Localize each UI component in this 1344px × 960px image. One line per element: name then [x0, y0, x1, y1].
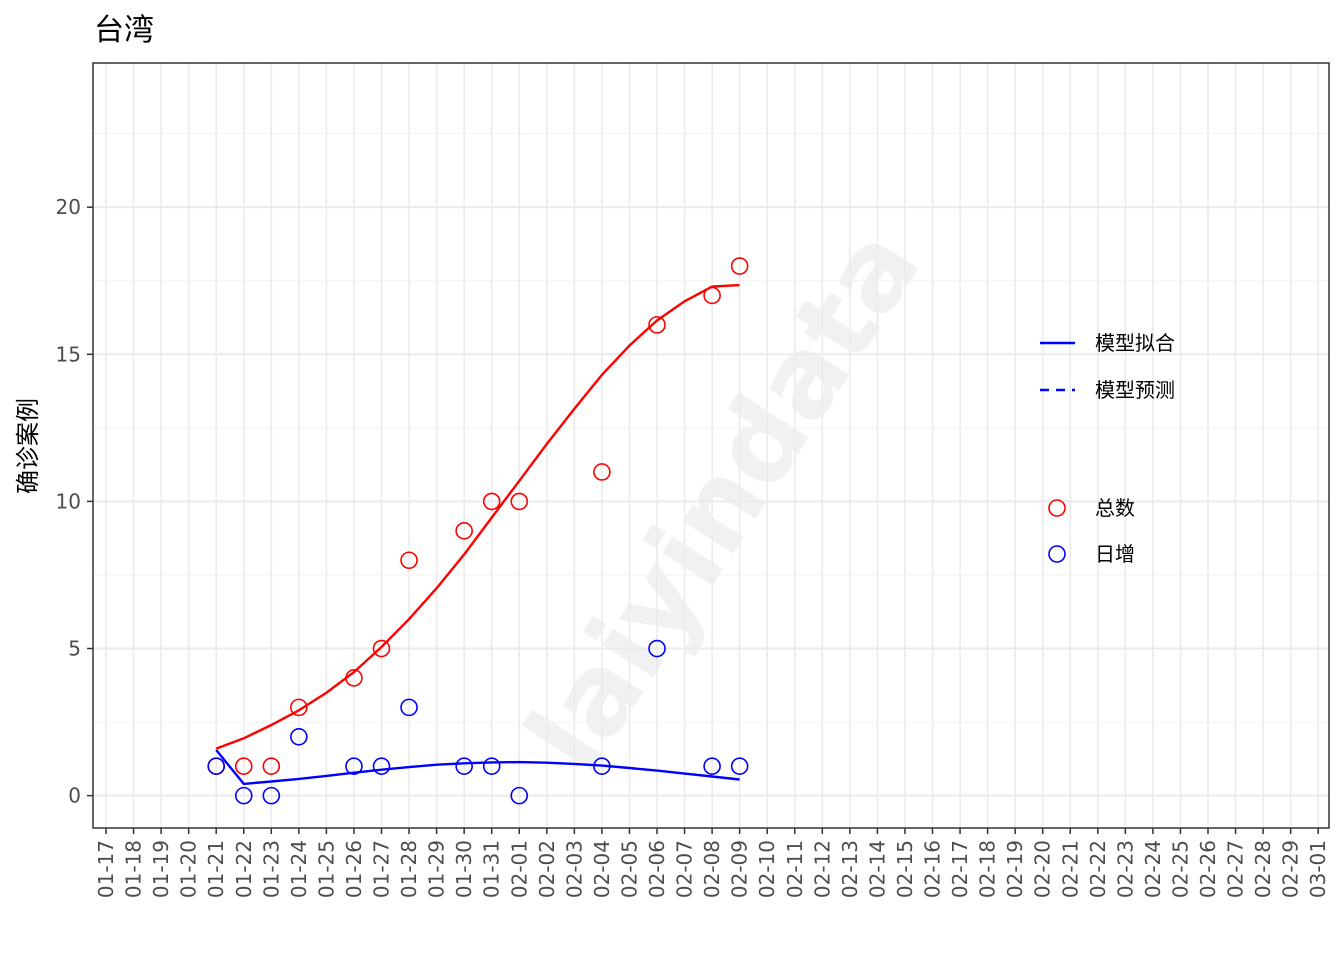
legend-point-key — [1048, 499, 1066, 517]
legend-label: 模型预测 — [1095, 378, 1175, 402]
daily-point — [400, 698, 418, 717]
daily-point — [262, 786, 281, 805]
daily-point — [372, 757, 391, 776]
daily-point — [207, 757, 225, 776]
x-tick-label: 01-30 — [452, 840, 476, 898]
total-point — [372, 639, 391, 658]
x-tick-label: 01-27 — [370, 840, 394, 898]
daily-point — [234, 786, 253, 805]
x-tick-label: 01-22 — [232, 840, 256, 898]
x-tick-label: 01-26 — [342, 840, 366, 898]
daily-point — [593, 757, 611, 776]
legend-label: 日增 — [1095, 542, 1135, 566]
y-axis-title: 确诊案例 — [14, 398, 42, 494]
x-tick-label: 02-13 — [838, 840, 862, 898]
total-point — [648, 316, 666, 334]
daily-point — [455, 757, 473, 776]
x-tick-label: 02-17 — [948, 840, 972, 898]
x-tick-label: 02-11 — [783, 840, 807, 898]
x-tick-label: 01-23 — [259, 840, 283, 898]
x-tick-label: 01-21 — [204, 840, 228, 898]
grid — [93, 63, 1329, 828]
total-point — [730, 257, 749, 275]
x-tick-label: 02-21 — [1058, 840, 1082, 898]
x-tick-label: 02-07 — [673, 840, 697, 898]
series-layer — [207, 257, 749, 805]
x-tick-label: 01-19 — [149, 840, 173, 898]
total-point — [482, 492, 501, 511]
x-tick-label: 02-02 — [535, 840, 559, 898]
x-tick-label: 01-20 — [177, 840, 201, 898]
y-tick-label: 0 — [68, 784, 81, 808]
daily-point — [345, 757, 363, 776]
daily-point — [482, 757, 501, 776]
x-tick-label: 01-28 — [397, 840, 421, 898]
total-point — [262, 757, 281, 776]
x-tick-label: 02-09 — [728, 840, 752, 898]
x-axis: 01-17 01-18 01-19 01-20 01-21 01-22 01-23 01-24… — [94, 828, 1330, 898]
y-tick-label: 20 — [56, 195, 81, 219]
legend-point-key — [1048, 545, 1066, 563]
x-tick-label: 02-20 — [1031, 840, 1055, 898]
x-tick-label: 01-18 — [122, 840, 146, 898]
total-point — [703, 286, 721, 305]
x-tick-label: 03-01 — [1306, 840, 1330, 898]
x-tick-label: 02-15 — [893, 840, 917, 898]
x-tick-label: 02-22 — [1086, 840, 1110, 898]
total-point — [593, 463, 611, 481]
x-tick-label: 02-27 — [1224, 840, 1248, 898]
total-point — [455, 522, 473, 540]
legend-label: 总数 — [1095, 496, 1135, 520]
x-tick-label: 02-26 — [1196, 840, 1220, 898]
x-tick-label: 02-08 — [700, 840, 724, 898]
x-tick-label: 02-01 — [507, 840, 531, 898]
x-tick-label: 01-31 — [480, 840, 504, 898]
x-tick-label: 02-18 — [976, 840, 1000, 898]
daily-point — [290, 727, 308, 746]
x-tick-label: 02-12 — [810, 840, 834, 898]
x-tick-label: 02-14 — [865, 840, 889, 898]
y-tick-label: 10 — [56, 489, 81, 513]
x-tick-label: 02-29 — [1279, 840, 1303, 898]
daily-point — [703, 757, 721, 776]
x-tick-label: 02-25 — [1168, 840, 1192, 898]
x-tick-label: 02-24 — [1141, 840, 1165, 898]
y-tick-label: 5 — [68, 637, 81, 661]
x-tick-label: 02-06 — [645, 840, 669, 898]
daily-point — [730, 757, 749, 776]
x-tick-label: 01-29 — [425, 840, 449, 898]
legend-label: 模型拟合 — [1095, 331, 1175, 355]
x-tick-label: 02-04 — [590, 840, 614, 898]
x-tick-label: 02-28 — [1251, 840, 1275, 898]
x-tick-label: 01-17 — [94, 840, 118, 898]
chart-title: 台湾 — [94, 13, 154, 48]
fit-line — [215, 283, 740, 750]
x-tick-label: 01-24 — [287, 840, 311, 898]
total-point — [290, 698, 308, 717]
y-tick-label: 15 — [56, 342, 81, 366]
x-tick-label: 02-19 — [1003, 840, 1027, 898]
x-tick-label: 02-10 — [755, 840, 779, 898]
total-point — [510, 492, 529, 511]
daily-point — [510, 786, 529, 805]
total-point — [234, 757, 253, 776]
x-tick-label: 02-16 — [921, 840, 945, 898]
x-tick-label: 01-25 — [314, 840, 338, 898]
total-point — [345, 669, 363, 687]
y-axis: 0 5 10 15 20 — [56, 195, 93, 808]
x-tick-label: 02-03 — [562, 840, 586, 898]
fit-line — [215, 749, 740, 786]
daily-point — [648, 639, 666, 658]
total-point — [400, 551, 418, 570]
x-tick-label: 02-05 — [617, 840, 641, 898]
plot-border — [92, 62, 1330, 829]
x-tick-label: 02-23 — [1113, 840, 1137, 898]
